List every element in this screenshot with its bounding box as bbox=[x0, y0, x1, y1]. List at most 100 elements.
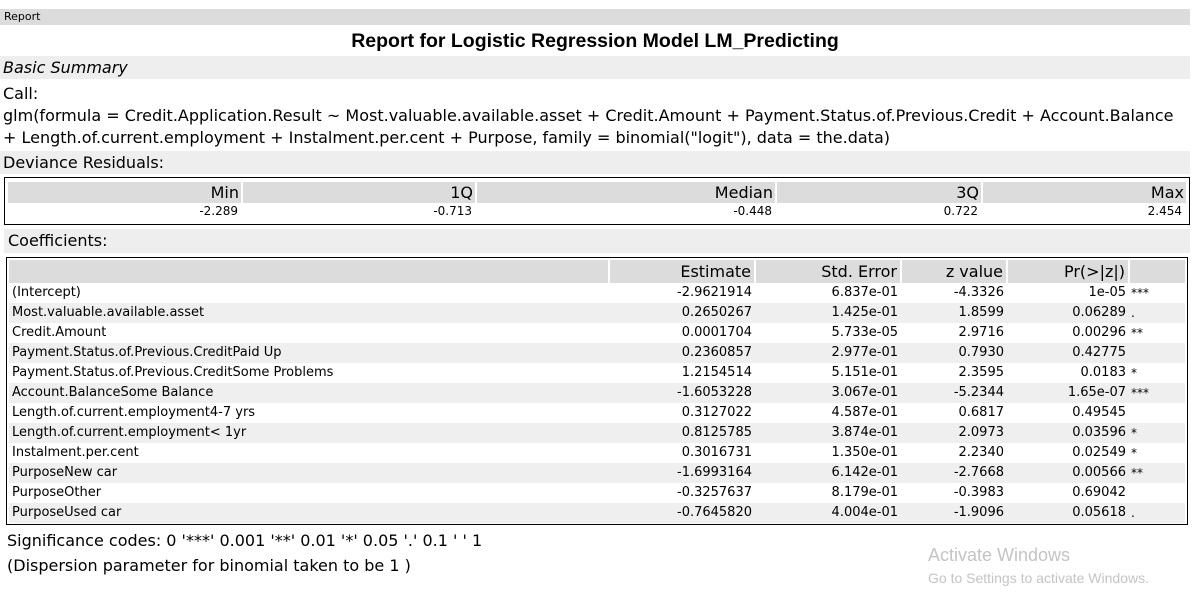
coef-header-cell: Estimate bbox=[609, 260, 756, 283]
call-formula: glm(formula = Credit.Application.Result … bbox=[3, 106, 1174, 147]
coefficient-term: Length.of.current.employment4-7 yrs bbox=[12, 405, 256, 420]
call-label: Call: bbox=[3, 84, 39, 103]
coefficient-term: PurposeNew car bbox=[9, 463, 609, 483]
coefficient-value: 6.142e-01 bbox=[755, 463, 901, 483]
coefficient-value: 0.3127022 bbox=[681, 405, 752, 420]
coefficients-table: Estimate Std. Error z value Pr(>|z|) (In… bbox=[6, 257, 1188, 525]
coefficient-value: 5.151e-01 bbox=[831, 365, 898, 380]
coefficient-value: 0.00296 bbox=[1072, 325, 1126, 340]
coefficient-value: 1e-05 bbox=[1088, 285, 1126, 300]
coefficient-row: PurposeOther -0.3257637 8.179e-01 -0.3983 0.… bbox=[9, 483, 1185, 503]
coefficient-value: 2.9716 bbox=[958, 325, 1005, 340]
coef-header-cell: z value bbox=[901, 260, 1008, 283]
significance-stars: *** bbox=[1131, 286, 1149, 300]
deviance-value-cell: -0.448 bbox=[733, 204, 772, 218]
deviance-header-cell: 1Q bbox=[242, 182, 477, 203]
coefficient-value: 5.733e-05 bbox=[831, 325, 898, 340]
deviance-value-cell: 0.722 bbox=[943, 204, 978, 218]
coefficient-term: (Intercept) bbox=[12, 285, 81, 300]
coefficient-term: Credit.Amount bbox=[12, 325, 107, 340]
significance-stars bbox=[1129, 483, 1185, 503]
deviance-value-cell: -2.289 bbox=[199, 204, 238, 218]
significance-stars: . bbox=[1129, 503, 1185, 523]
coefficient-value: 0.06289 bbox=[1007, 303, 1129, 323]
deviance-header-cell: 3Q bbox=[776, 182, 983, 203]
coefficient-value: 2.2340 bbox=[958, 445, 1005, 460]
deviance-header-cell: Min bbox=[8, 182, 243, 203]
coefficient-value: -0.3983 bbox=[953, 485, 1004, 500]
coefficient-term: Most.valuable.available.asset bbox=[9, 303, 609, 323]
coefficient-value: 0.42775 bbox=[1007, 343, 1129, 363]
coefficient-row: Payment.Status.of.Previous.CreditSome Pr… bbox=[9, 363, 1185, 383]
coefficient-row: Credit.Amount 0.0001704 5.733e-05 2.9716 0.0… bbox=[9, 323, 1185, 343]
basic-summary-heading: Basic Summary bbox=[0, 56, 1190, 79]
coefficient-value: -0.7645820 bbox=[609, 503, 755, 523]
coefficient-term: PurposeUsed car bbox=[9, 503, 609, 523]
coefficient-term: Length.of.current.employment< 1yr bbox=[9, 423, 609, 443]
significance-stars: * bbox=[1131, 446, 1137, 460]
coefficient-row: (Intercept) -2.9621914 6.837e-01 -4.3326 1e-… bbox=[9, 283, 1185, 303]
deviance-header-cell: Max bbox=[982, 182, 1186, 203]
coefficient-value: 0.8125785 bbox=[609, 423, 755, 443]
coefficient-value: 0.49545 bbox=[1072, 405, 1126, 420]
deviance-value-cell: -0.713 bbox=[433, 204, 472, 218]
deviance-header-row: Min 1Q Median 3Q Max bbox=[8, 182, 1186, 203]
coefficient-value: 8.179e-01 bbox=[831, 485, 898, 500]
deviance-value-cell: 2.454 bbox=[1147, 204, 1182, 218]
coefficient-value: -1.6053228 bbox=[609, 383, 755, 403]
coefficient-value: 0.03596 bbox=[1007, 423, 1129, 443]
report-title: Report for Logistic Regression Model LM_… bbox=[351, 30, 839, 52]
coefficient-row: PurposeUsed car -0.7645820 4.004e-01 -1.909… bbox=[9, 503, 1185, 523]
activate-windows-hint: Go to Settings to activate Windows. bbox=[928, 570, 1149, 586]
coefficient-value: 1.350e-01 bbox=[831, 445, 898, 460]
coefficient-value: -1.6993164 bbox=[609, 463, 755, 483]
coefficient-value: 1.8599 bbox=[901, 303, 1007, 323]
coefficient-value: 1.425e-01 bbox=[755, 303, 901, 323]
coefficient-value: -2.9621914 bbox=[677, 285, 752, 300]
coefficient-row: Account.BalanceSome Balance -1.6053228 3.0… bbox=[9, 383, 1185, 403]
coefficient-value: 1.65e-07 bbox=[1007, 383, 1129, 403]
coefficient-value: 3.874e-01 bbox=[755, 423, 901, 443]
activate-windows-watermark: Activate Windows bbox=[928, 545, 1071, 565]
significance-stars: * bbox=[1131, 366, 1137, 380]
significance-codes: Significance codes: 0 '***' 0.001 '**' 0… bbox=[7, 531, 483, 550]
coefficient-term: Payment.Status.of.Previous.CreditSome Pr… bbox=[12, 365, 334, 380]
coefficient-value: -5.2344 bbox=[901, 383, 1007, 403]
coefficient-value: 0.2650267 bbox=[609, 303, 755, 323]
significance-stars: . bbox=[1129, 303, 1185, 323]
coefficient-value: 0.0001704 bbox=[681, 325, 752, 340]
dispersion-note: (Dispersion parameter for binomial taken… bbox=[7, 556, 411, 575]
coefficient-value: 0.0183 bbox=[1080, 365, 1127, 380]
coefficient-value: -2.7668 bbox=[901, 463, 1007, 483]
coefficient-term: Instalment.per.cent bbox=[12, 445, 139, 460]
coefficients-header-row: Estimate Std. Error z value Pr(>|z|) bbox=[9, 260, 1185, 283]
coef-header-cell bbox=[1129, 260, 1185, 283]
coefficient-value: 2.977e-01 bbox=[755, 343, 901, 363]
coefficient-value: 4.004e-01 bbox=[755, 503, 901, 523]
coefficient-row: Instalment.per.cent 0.3016731 1.350e-01 2.2… bbox=[9, 443, 1185, 463]
coefficient-term: Payment.Status.of.Previous.CreditPaid Up bbox=[9, 343, 609, 363]
coefficient-value: 0.02549 bbox=[1072, 445, 1126, 460]
coefficient-value: -0.3257637 bbox=[677, 485, 752, 500]
coefficient-term: PurposeOther bbox=[12, 485, 102, 500]
coefficient-value: 0.2360857 bbox=[609, 343, 755, 363]
coefficient-row: Length.of.current.employment< 1yr 0.81257… bbox=[9, 423, 1185, 443]
significance-stars bbox=[1129, 403, 1185, 423]
coefficient-term: Account.BalanceSome Balance bbox=[9, 383, 609, 403]
report-tab-label: Report bbox=[4, 10, 41, 23]
coefficient-value: 6.837e-01 bbox=[831, 285, 898, 300]
coef-header-cell: Std. Error bbox=[755, 260, 902, 283]
coefficient-value: 0.7930 bbox=[901, 343, 1007, 363]
report-tab[interactable]: Report bbox=[0, 9, 1190, 25]
coefficient-value: 1.2154514 bbox=[681, 365, 752, 380]
coefficient-value: 0.00566 bbox=[1007, 463, 1129, 483]
significance-stars: ** bbox=[1129, 463, 1185, 483]
coefficient-value: 4.587e-01 bbox=[831, 405, 898, 420]
deviance-residuals-table: Min 1Q Median 3Q Max -2.289 -0.713 -0.44… bbox=[4, 177, 1190, 225]
coef-header-cell: Pr(>|z|) bbox=[1007, 260, 1130, 283]
coefficient-row: Payment.Status.of.Previous.CreditPaid Up… bbox=[9, 343, 1185, 363]
coefficient-value: 0.69042 bbox=[1072, 485, 1126, 500]
coefficient-row: PurposeNew car -1.6993164 6.142e-01 -2.7668… bbox=[9, 463, 1185, 483]
significance-stars: * bbox=[1129, 423, 1185, 443]
coef-header-cell bbox=[9, 260, 610, 283]
